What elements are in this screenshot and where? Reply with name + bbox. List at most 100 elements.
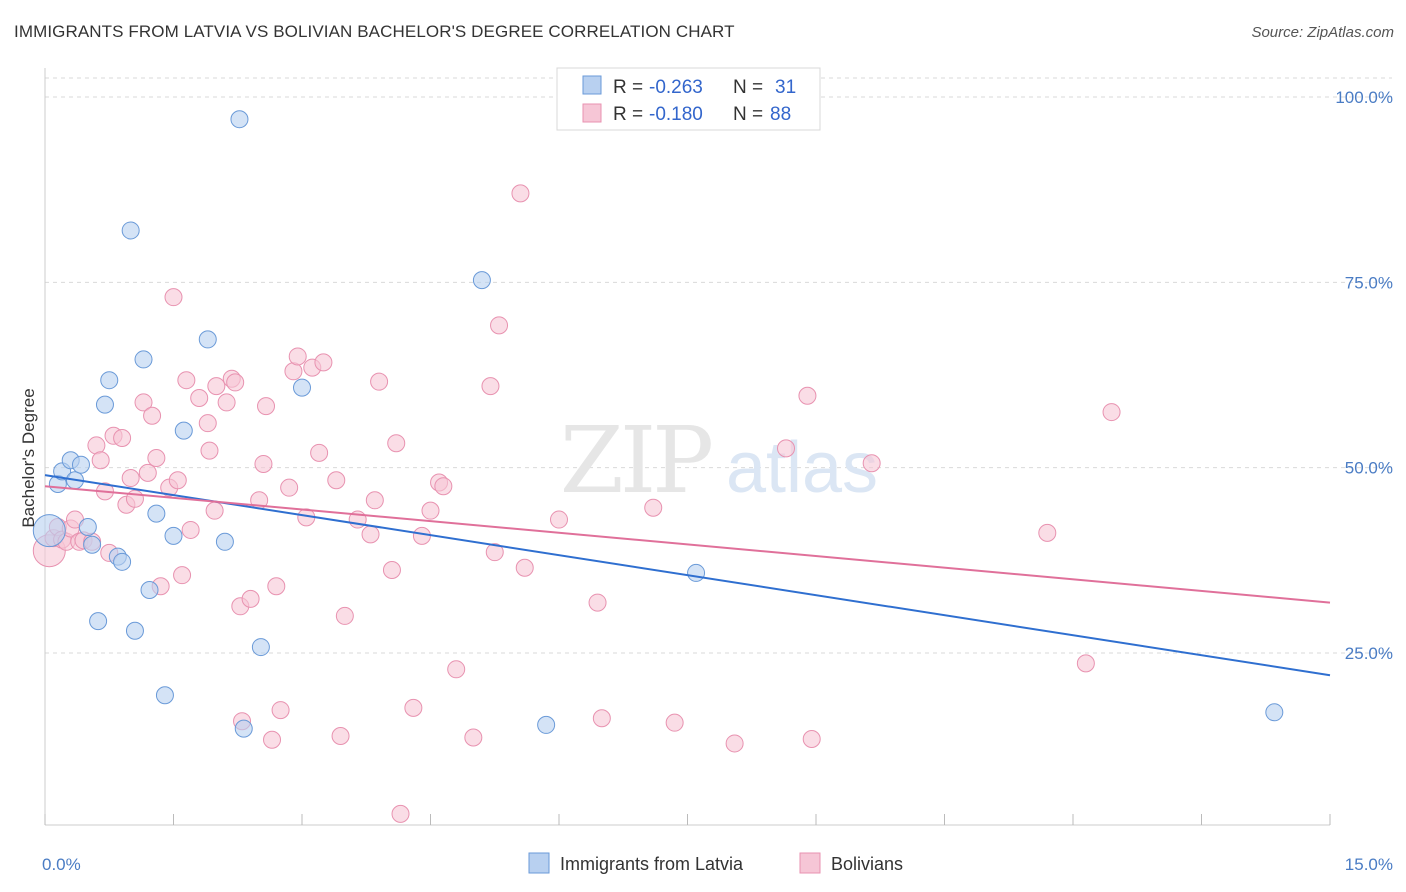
- point-latvia-14: [125, 621, 144, 640]
- point-bolivia-35: [217, 393, 236, 412]
- point-latvia-25: [251, 638, 270, 657]
- point-bolivia-32: [200, 441, 219, 460]
- point-bolivia-62: [387, 434, 406, 453]
- point-bolivia-86: [1038, 523, 1057, 542]
- point-bolivia-76: [550, 510, 568, 529]
- point-latvia-5: [71, 455, 90, 474]
- series: [32, 110, 1284, 823]
- series-latvia: [32, 110, 1284, 738]
- point-bolivia-47: [280, 478, 299, 497]
- point-bolivia-52: [310, 443, 329, 462]
- series-bolivia: [32, 184, 1121, 823]
- point-latvia-15: [134, 350, 153, 369]
- chart-source: Source: ZipAtlas.com: [1251, 24, 1394, 41]
- point-bolivia-46: [271, 701, 290, 720]
- stats-legend: R = -0.263 N = 31 R = -0.180 N = 88: [556, 67, 821, 131]
- point-bolivia-55: [331, 727, 350, 746]
- chart-title: IMMIGRANTS FROM LATVIA VS BOLIVIAN BACHE…: [14, 22, 735, 41]
- y-tick-label-1: 50.0%: [1345, 459, 1393, 478]
- point-bolivia-88: [1102, 403, 1121, 422]
- point-bolivia-20: [138, 463, 157, 482]
- y-tick-label-0: 25.0%: [1345, 644, 1393, 663]
- point-latvia-30: [1265, 703, 1284, 722]
- stats-n-value-bolivia: 88: [770, 104, 791, 125]
- point-bolivia-17: [121, 469, 140, 488]
- point-bolivia-65: [412, 526, 431, 545]
- stats-r-label-latvia: R =: [613, 77, 643, 98]
- point-latvia-28: [537, 715, 556, 734]
- point-bolivia-10: [87, 436, 106, 455]
- stats-n-label-latvia: N =: [733, 77, 763, 98]
- point-bolivia-75: [515, 558, 534, 577]
- point-bolivia-70: [464, 728, 483, 747]
- point-bolivia-83: [798, 386, 817, 405]
- watermark-zip: ZIP: [560, 407, 711, 514]
- point-latvia-9: [95, 395, 114, 414]
- point-bolivia-34: [207, 377, 226, 396]
- point-latvia-20: [174, 421, 193, 440]
- point-bolivia-79: [644, 498, 663, 517]
- point-latvia-23: [230, 110, 249, 129]
- point-latvia-22: [215, 532, 234, 551]
- point-latvia-21: [198, 330, 217, 349]
- stats-r-label-bolivia: R =: [613, 104, 643, 125]
- point-bolivia-26: [168, 471, 187, 490]
- point-latvia-17: [147, 504, 166, 523]
- stats-swatch-latvia: [582, 75, 602, 95]
- point-bolivia-85: [862, 454, 881, 473]
- point-bolivia-29: [181, 520, 200, 539]
- axes: [44, 68, 1331, 826]
- point-bolivia-72: [485, 543, 504, 562]
- point-bolivia-87: [1076, 654, 1095, 673]
- legend-swatch-bolivia: [799, 852, 821, 874]
- point-bolivia-33: [205, 501, 224, 520]
- x-tick-label-0: 0.0%: [42, 855, 81, 874]
- point-bolivia-11: [91, 451, 110, 470]
- stats-n-label-bolivia: N =: [733, 104, 763, 125]
- point-bolivia-19: [134, 393, 153, 412]
- point-bolivia-81: [725, 734, 744, 753]
- point-bolivia-73: [490, 316, 509, 335]
- point-bolivia-78: [592, 709, 611, 728]
- stats-n-value-latvia: 31: [775, 77, 796, 98]
- point-latvia-6: [78, 517, 97, 536]
- point-bolivia-69: [447, 660, 466, 679]
- legend-swatch-latvia: [528, 852, 550, 874]
- point-bolivia-56: [335, 606, 354, 625]
- point-bolivia-37: [226, 373, 245, 392]
- bottom-legend: Immigrants from Latvia Bolivians: [528, 852, 903, 874]
- point-latvia-7: [83, 535, 102, 554]
- point-latvia-8: [89, 612, 108, 631]
- point-latvia-12: [113, 552, 132, 571]
- point-bolivia-80: [665, 713, 684, 732]
- y-tick-label-3: 100.0%: [1335, 88, 1393, 107]
- point-bolivia-30: [190, 388, 209, 407]
- watermark: ZIP atlas: [560, 407, 878, 514]
- point-latvia-29: [687, 563, 706, 582]
- y-axis-title: Bachelor's Degree: [19, 388, 38, 527]
- point-bolivia-68: [434, 477, 453, 496]
- stats-r-value-bolivia: -0.180: [649, 104, 703, 125]
- grid-lines: [45, 77, 1392, 654]
- point-bolivia-82: [777, 439, 796, 458]
- point-bolivia-48: [284, 362, 303, 381]
- point-bolivia-44: [263, 730, 282, 749]
- watermark-atlas: atlas: [726, 428, 878, 508]
- point-bolivia-63: [391, 804, 410, 823]
- point-bolivia-40: [241, 589, 260, 608]
- point-bolivia-71: [481, 377, 500, 396]
- point-bolivia-43: [257, 397, 276, 416]
- legend-label-latvia: Immigrants from Latvia: [560, 854, 744, 874]
- point-bolivia-45: [267, 577, 286, 596]
- legend-label-bolivia: Bolivians: [831, 854, 903, 874]
- point-bolivia-22: [147, 449, 166, 468]
- point-bolivia-31: [198, 414, 217, 433]
- point-latvia-27: [472, 271, 491, 290]
- point-latvia-18: [155, 686, 174, 705]
- point-bolivia-64: [404, 698, 423, 717]
- point-bolivia-21: [143, 406, 162, 425]
- point-bolivia-28: [177, 371, 196, 390]
- y-tick-label-2: 75.0%: [1345, 273, 1393, 292]
- stats-swatch-bolivia: [582, 103, 602, 123]
